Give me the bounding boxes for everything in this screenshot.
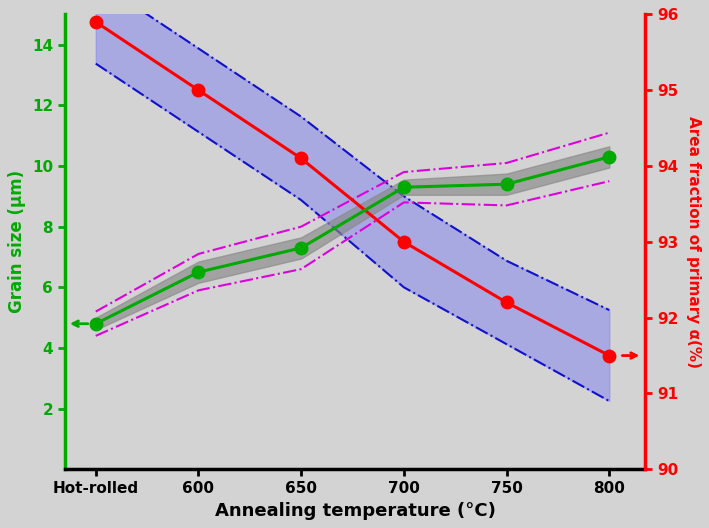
Y-axis label: Area fraction of primary α(%): Area fraction of primary α(%) (686, 116, 700, 368)
X-axis label: Annealing temperature (°C): Annealing temperature (°C) (215, 502, 496, 520)
Y-axis label: Grain size (μm): Grain size (μm) (9, 170, 26, 314)
